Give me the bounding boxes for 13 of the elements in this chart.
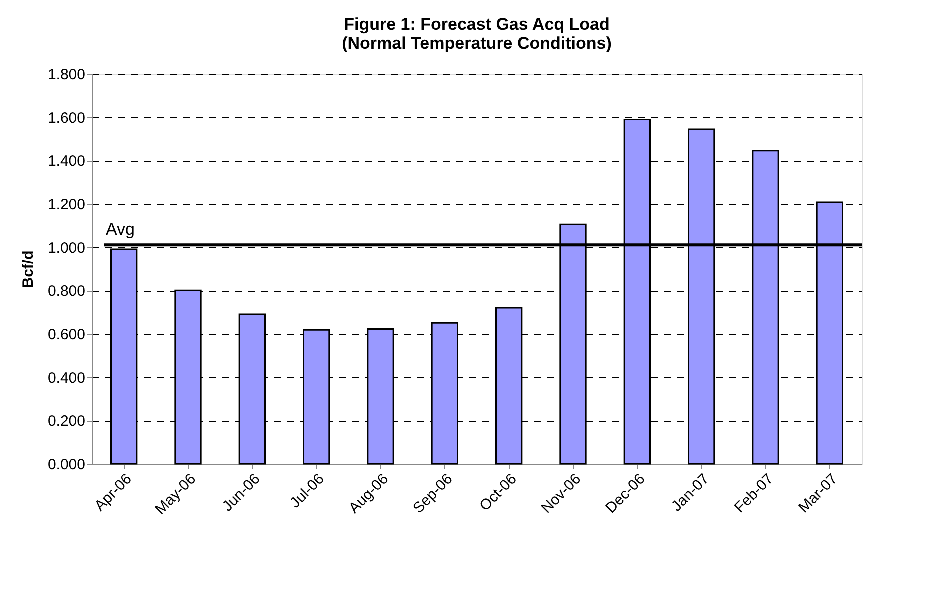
y-tick-label: 1.200 [48,196,86,214]
y-tick-label: 0.000 [48,456,86,474]
y-tick-label: 0.200 [48,413,86,430]
y-tick-label: 1.600 [48,110,86,127]
chart-title: Figure 1: Forecast Gas Acq Load (Normal Temperature Conditions) [342,15,612,53]
y-tick-label: 1.800 [48,66,86,84]
y-axis-title: Bcf/d [20,250,37,288]
ref-line-label: Avg [106,220,135,240]
y-tick-label: 0.400 [48,370,86,387]
y-tick-label: 0.600 [48,326,86,344]
y-tick-label: 1.000 [48,240,86,257]
y-tick-label: 1.400 [48,153,86,170]
y-tick-label: 0.800 [48,283,86,300]
